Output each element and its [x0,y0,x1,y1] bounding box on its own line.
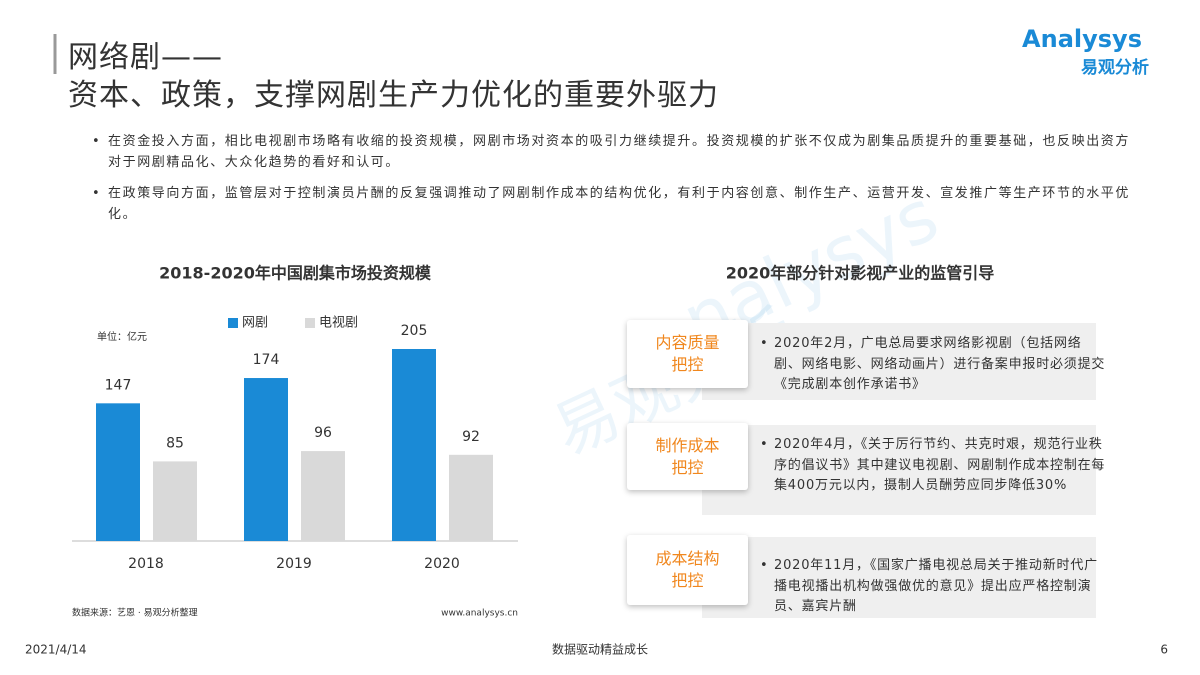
legend-label: 电视剧 [319,316,358,331]
x-tick-label: 2019 [276,556,312,572]
policy-text: 2020年11月，《国家广播电视总局关于推动新时代广播电视播出机构做强做优的意见… [760,556,1106,618]
legend-label: 网剧 [242,316,268,331]
x-tick-label: 2018 [128,556,164,572]
policy-label: 把控 [671,355,704,374]
bar [244,378,288,541]
policy-label-box: 成本结构 把控 [627,535,748,605]
data-label: 205 [401,323,428,339]
policy-label: 把控 [671,457,704,477]
bullet: 在资金投入方面，相比电视剧市场略有收缩的投资规模，网剧市场对资本的吸引力继续提升… [90,131,1138,173]
policy-text: 2020年4月，《关于厉行节约、共克时艰，规范行业秩序的倡议书》其中建议电视剧、… [760,435,1106,497]
data-label: 96 [314,425,332,441]
policy-label: 内容质量 [655,333,720,352]
title-line: 资本、政策，支撑网剧生产力优化的重要外驱力 [68,78,719,113]
logo-cn: 易观分析 [1081,57,1149,78]
policy-label-box: 制作成本 把控 [627,423,748,490]
unit-label: 单位：亿元 [97,330,147,343]
policy-title: 2020年部分针对影视产业的监管引导 [726,264,995,283]
data-label: 147 [105,377,132,393]
site: www.analysys.cn [441,609,518,619]
chart-title: 2018-2020年中国剧集市场投资规模 [159,264,432,283]
policy-text: 2020年2月，广电总局要求网络影视剧（包括网络剧、网络电影、网络动画片）进行备… [760,334,1106,396]
footer-date: 2021/4/14 [25,643,87,657]
source: 数据来源：艺恩 · 易观分析整理 [72,607,198,619]
bar [96,403,140,541]
bullet: 在政策导向方面，监管层对于控制演员片酬的反复强调推动了网剧制作成本的结构优化，有… [90,183,1138,225]
footer-slogan: 数据驱动精益成长 [552,642,648,657]
footer-page: 6 [1160,643,1168,657]
x-tick-label: 2020 [424,556,460,572]
policy-label-box: 内容质量 把控 [627,320,748,388]
title-line: 网络剧—— [68,40,223,75]
bar [392,349,436,541]
policy-label: 制作成本 [655,435,720,455]
data-label: 174 [253,352,280,368]
legend-swatch [228,318,238,328]
policy-label: 把控 [671,571,704,590]
policy-label: 成本结构 [655,549,720,568]
data-label: 85 [166,435,184,451]
bar [301,451,345,541]
data-label: 92 [462,429,480,445]
legend-swatch [305,318,315,328]
bar [449,454,493,541]
bar [153,461,197,541]
logo-brand: Analysys [1022,25,1142,53]
